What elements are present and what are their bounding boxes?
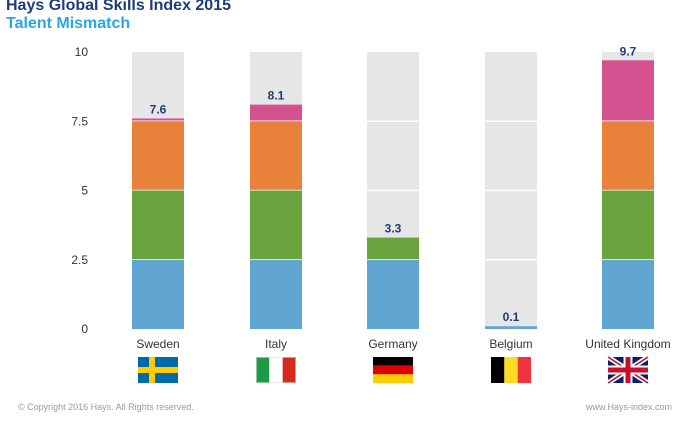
bar-segment-italy — [250, 190, 302, 259]
chart-subtitle: Talent Mismatch — [6, 15, 131, 32]
y-tick-label: 0 — [81, 322, 88, 336]
bar-segment-italy — [250, 104, 302, 121]
category-label: Germany — [368, 337, 417, 351]
bar-background-segment — [485, 52, 537, 121]
y-tick-label: 5 — [81, 184, 88, 198]
category-label: Sweden — [136, 337, 179, 351]
bar-background-segment — [485, 122, 537, 190]
bar-segment-sweden — [132, 118, 184, 121]
bar-segment-belgium — [485, 326, 537, 329]
bar-segment-united-kingdom — [602, 259, 654, 329]
value-label: 3.3 — [385, 222, 402, 236]
bar-segment-italy — [250, 259, 302, 329]
germany-flag — [373, 357, 413, 383]
bar-segment-germany — [367, 259, 419, 329]
bar-segment-sweden — [132, 121, 184, 190]
category-label: Italy — [265, 337, 287, 351]
italy-flag — [256, 357, 296, 383]
bar-segment-united-kingdom — [602, 121, 654, 190]
website-link[interactable]: www.Hays-index.com — [585, 402, 672, 412]
bar-background-segment — [485, 191, 537, 259]
belgium-flag — [491, 357, 531, 383]
bar-segment-germany — [367, 237, 419, 259]
value-label: 9.7 — [620, 44, 637, 58]
bar-background-segment — [367, 52, 419, 121]
y-tick-label: 2.5 — [71, 253, 88, 267]
category-label: Belgium — [489, 337, 532, 351]
bar-background-segment — [485, 260, 537, 329]
bar-background-segment — [367, 122, 419, 190]
chart-title: Hays Global Skills Index 2015 — [6, 0, 231, 14]
bar-segment-sweden — [132, 259, 184, 329]
y-tick-label: 7.5 — [71, 114, 88, 128]
value-label: 0.1 — [503, 310, 520, 324]
y-tick-label: 10 — [75, 45, 89, 59]
category-label: United Kingdom — [585, 337, 670, 351]
bar-segment-united-kingdom — [602, 60, 654, 121]
united-kingdom-flag — [606, 354, 650, 386]
copyright-notice: © Copyright 2016 Hays. All Rights reserv… — [18, 402, 194, 412]
sweden-flag — [138, 357, 178, 383]
bar-background-segment — [132, 52, 184, 121]
bar-segment-united-kingdom — [602, 190, 654, 259]
value-label: 8.1 — [268, 89, 285, 103]
bar-segment-italy — [250, 121, 302, 190]
bar-segment-sweden — [132, 190, 184, 259]
value-label: 7.6 — [150, 102, 167, 116]
